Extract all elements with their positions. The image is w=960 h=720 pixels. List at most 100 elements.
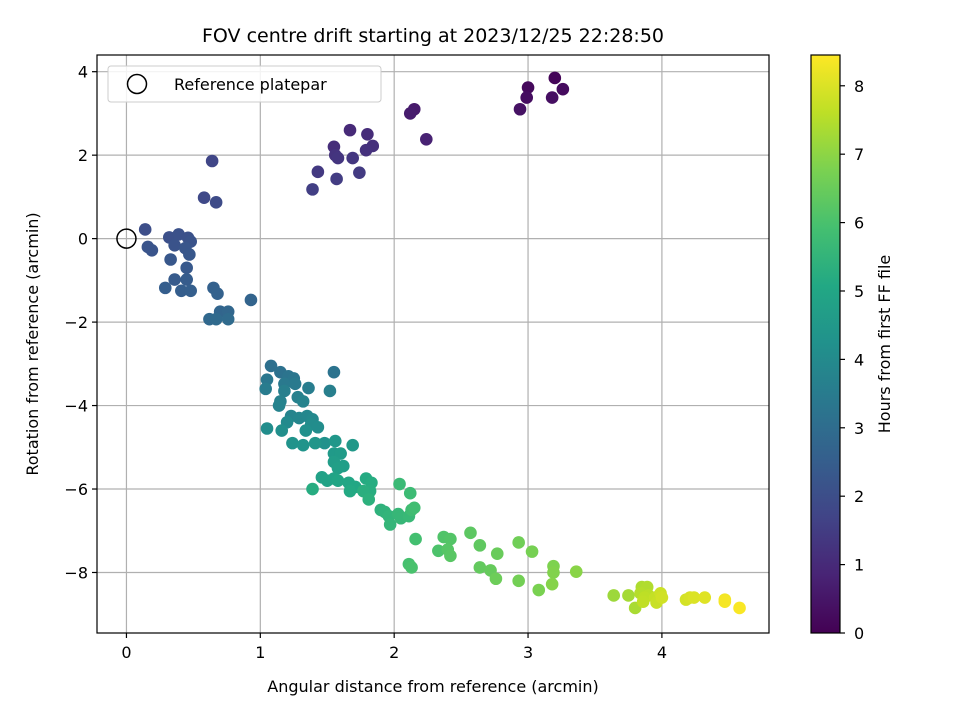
- data-point: [343, 123, 357, 137]
- data-point: [393, 477, 406, 491]
- data-point: [687, 591, 701, 604]
- plot-area: [97, 55, 769, 633]
- colorbar-tick-label: 3: [854, 419, 864, 438]
- data-point: [407, 501, 421, 515]
- data-point: [548, 71, 562, 85]
- data-point: [545, 91, 559, 104]
- data-point: [403, 486, 417, 500]
- x-tick-label: 4: [657, 643, 667, 662]
- data-point: [158, 281, 172, 295]
- data-point: [302, 381, 315, 395]
- x-tick-label: 1: [255, 643, 265, 662]
- data-point: [296, 438, 310, 452]
- y-tick-label: 2: [78, 146, 88, 165]
- data-point: [175, 284, 188, 298]
- data-point: [211, 287, 224, 301]
- colorbar-tick-label: 8: [854, 77, 864, 96]
- data-point: [525, 545, 539, 558]
- data-point: [288, 377, 302, 391]
- colorbar-tick-label: 6: [854, 214, 864, 233]
- data-point: [490, 547, 504, 561]
- data-point: [323, 384, 337, 398]
- colorbar-tick-label: 1: [854, 556, 864, 575]
- reference-platepar-marker: [116, 228, 137, 249]
- x-tick-label: 3: [523, 643, 533, 662]
- data-point: [145, 244, 159, 257]
- data-point: [569, 565, 583, 578]
- data-point: [306, 183, 319, 196]
- colorbar-tick-label: 4: [854, 350, 864, 369]
- data-point: [330, 172, 343, 186]
- data-point: [306, 482, 319, 496]
- data-point: [221, 312, 235, 326]
- x-tick-label: 2: [389, 643, 399, 662]
- data-point: [444, 549, 457, 563]
- x-tick-label: 0: [121, 643, 131, 662]
- data-point: [512, 536, 525, 549]
- data-point: [168, 273, 181, 286]
- data-point: [180, 261, 193, 275]
- data-point: [197, 191, 211, 205]
- data-point: [403, 107, 417, 120]
- colorbar-tick-label: 0: [854, 624, 864, 643]
- data-point: [718, 595, 732, 609]
- data-point: [383, 518, 397, 531]
- data-point: [444, 532, 457, 546]
- data-point: [205, 154, 219, 168]
- data-point: [346, 438, 359, 452]
- data-point: [168, 239, 181, 252]
- colorbar-tick-label: 2: [854, 487, 864, 506]
- data-point: [733, 601, 746, 615]
- data-point: [473, 539, 487, 552]
- data-point: [209, 312, 223, 326]
- data-point: [308, 436, 322, 450]
- data-point: [328, 434, 342, 448]
- data-point: [299, 424, 313, 437]
- data-point: [331, 151, 345, 165]
- y-tick-label: −8: [64, 563, 88, 582]
- data-point: [272, 399, 286, 412]
- x-axis-ticks: 0 1 2 3 4: [121, 633, 667, 662]
- data-point: [296, 395, 310, 408]
- plot-frame: [96, 54, 770, 634]
- data-point: [209, 196, 223, 209]
- data-point: [331, 461, 345, 475]
- chart-title: FOV centre drift starting at 2023/12/25 …: [202, 25, 664, 47]
- data-point: [521, 81, 535, 94]
- data-point: [655, 591, 669, 604]
- x-axis-label: Angular distance from reference (arcmin): [267, 677, 598, 696]
- y-tick-label: −2: [64, 313, 88, 332]
- data-point: [513, 102, 527, 116]
- colorbar-tick-label: 7: [854, 145, 864, 164]
- y-axis-label: Rotation from reference (arcmin): [23, 212, 42, 475]
- data-point: [532, 583, 546, 597]
- data-point: [420, 133, 433, 146]
- colorbar: 0 1 2 3 4 5 6 7 8 Hours from first FF file: [810, 54, 894, 643]
- data-point: [164, 253, 177, 266]
- y-axis-ticks: −8 −6 −4 −2 0 2 4: [64, 63, 97, 582]
- colorbar-gradient: [811, 55, 840, 633]
- data-point: [327, 365, 341, 379]
- data-point: [361, 127, 374, 141]
- data-point: [286, 436, 299, 450]
- colorbar-ticks: 0 1 2 3 4 5 6 7 8: [840, 77, 864, 643]
- data-point: [405, 561, 418, 574]
- data-point: [183, 248, 196, 261]
- legend-box: [107, 65, 382, 103]
- y-tick-label: 4: [78, 63, 88, 82]
- data-point: [264, 359, 278, 373]
- data-point: [331, 474, 345, 487]
- legend-marker-icon: [126, 73, 148, 95]
- data-point: [275, 424, 289, 437]
- data-point: [244, 293, 258, 307]
- data-point: [464, 526, 477, 540]
- data-points: [138, 71, 746, 615]
- data-point: [512, 574, 525, 588]
- data-point: [489, 572, 503, 586]
- legend-label-reference: Reference platepar: [174, 75, 327, 94]
- data-point: [353, 166, 366, 179]
- colorbar-frame: [810, 54, 841, 634]
- data-point: [138, 223, 152, 236]
- data-point: [343, 484, 357, 498]
